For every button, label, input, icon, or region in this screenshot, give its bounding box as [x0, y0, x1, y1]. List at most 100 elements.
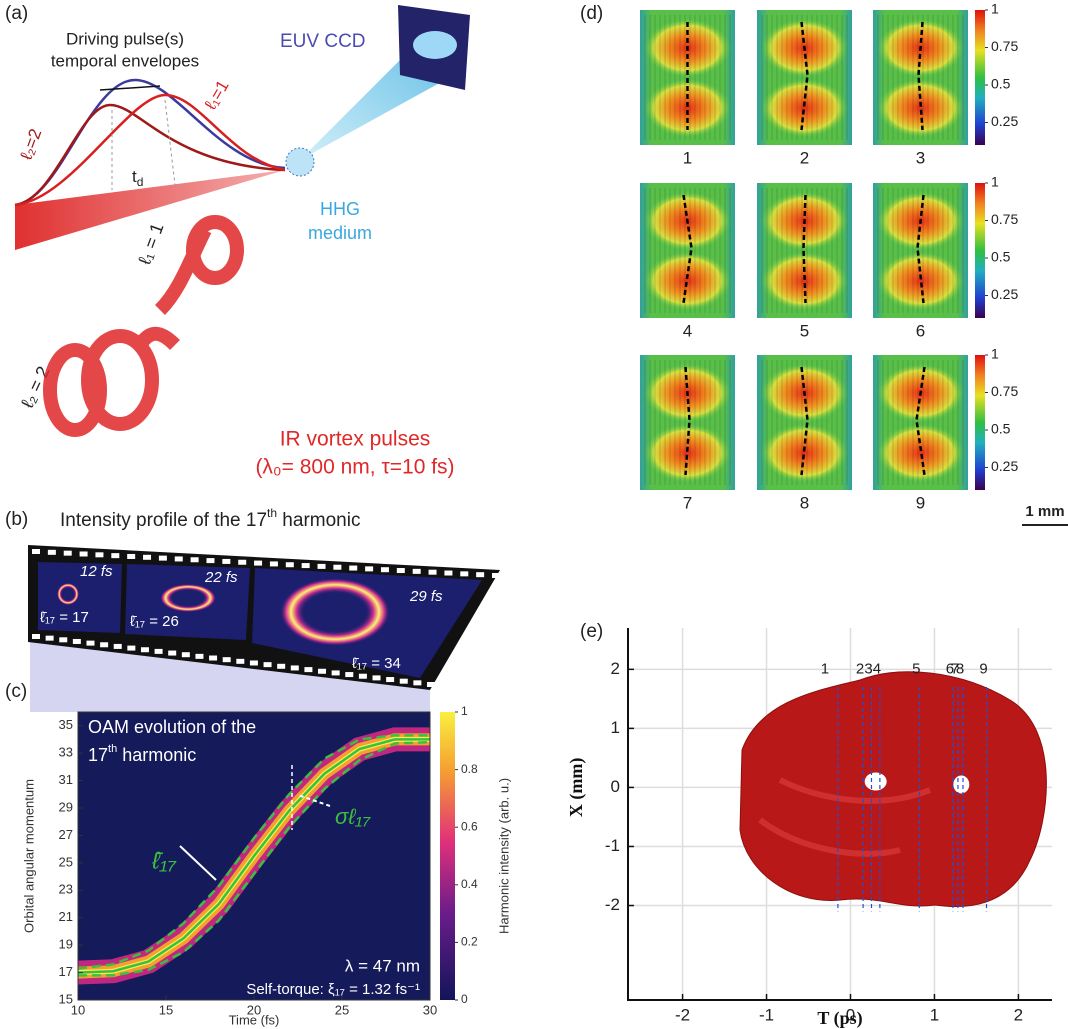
sprocket-hole	[223, 657, 231, 662]
sprocket-hole	[349, 566, 357, 571]
sprocket-hole	[114, 644, 122, 649]
y-tick-label: -2	[605, 895, 620, 914]
beam-image	[873, 183, 968, 318]
annotation: ℓ₂=2	[16, 126, 45, 163]
panel-label: (b)	[5, 509, 28, 530]
colorbar-tick-label: 1	[991, 346, 999, 362]
x-tick-label: -1	[759, 1005, 774, 1024]
sprocket-hole	[413, 680, 421, 685]
sprocket-hole	[95, 552, 103, 557]
sprocket-hole	[32, 549, 40, 554]
sprocket-hole	[127, 646, 135, 651]
sprocket-hole	[460, 571, 468, 576]
sprocket-hole	[80, 551, 88, 556]
colorbar-tick-label: 1	[461, 704, 468, 718]
sprocket-hole	[155, 649, 163, 654]
x-tick-label: 2	[1014, 1005, 1023, 1024]
annotation: EUV CCD	[280, 31, 366, 52]
surface-hole	[865, 773, 887, 791]
y-tick-label: 21	[59, 909, 73, 924]
surface-hole	[953, 775, 969, 793]
annotation: OAM evolution of the	[88, 717, 256, 737]
sprocket-hole	[59, 637, 67, 642]
sprocket-hole	[386, 677, 394, 682]
frame-oam: ℓ̄₁₇ = 26	[130, 613, 179, 630]
lobe	[644, 251, 732, 311]
sprocket-hole	[264, 662, 272, 667]
sprocket-hole	[318, 669, 326, 674]
slice-label: 4	[873, 660, 881, 677]
y-tick-label: 17	[59, 964, 73, 979]
gas-jet	[286, 148, 314, 176]
sprocket-hole	[492, 573, 500, 578]
y-tick-label: 2	[611, 659, 620, 678]
sprocket-hole	[429, 570, 437, 575]
annotation: (λ₀= 800 nm, τ=10 fs)	[255, 456, 454, 479]
sprocket-hole	[209, 656, 217, 661]
title-part: harmonic	[277, 510, 360, 531]
wavepacket-surface	[740, 672, 1046, 907]
x-tick-label: 30	[423, 1002, 437, 1017]
annotation: temporal envelopes	[51, 51, 199, 70]
oam-ring	[280, 578, 390, 646]
y-tick-label: -1	[605, 836, 620, 855]
y-axis-label: Orbital angular momentum	[21, 779, 36, 933]
sprocket-hole	[46, 636, 54, 641]
y-axis-label: X (mm)	[566, 758, 587, 817]
y-tick-label: 23	[59, 882, 73, 897]
sprocket-hole	[359, 674, 367, 679]
colorbar-tick-label: 0.8	[461, 762, 478, 776]
sprocket-hole	[48, 550, 56, 555]
panel-label: (c)	[5, 681, 27, 702]
sprocket-hole	[206, 558, 214, 563]
y-tick-label: 35	[59, 717, 73, 732]
frame-time: 22 fs	[204, 569, 238, 586]
y-tick-label: 15	[59, 991, 73, 1006]
sprocket-hole	[286, 562, 294, 567]
sprocket-hole	[86, 641, 94, 646]
beam-image	[873, 10, 968, 145]
annotation: Intensity profile of the 17th harmonic	[60, 506, 360, 531]
colorbar-tick-label: 0.5	[991, 76, 1011, 92]
y-tick-label: 0	[611, 777, 620, 796]
sprocket-hole	[175, 556, 183, 561]
image-label: 8	[800, 493, 809, 512]
slice-label: 2	[856, 660, 864, 677]
sprocket-hole	[365, 566, 373, 571]
slice-label: 8	[956, 660, 964, 677]
title-part: th	[267, 506, 277, 520]
ccd-spot	[413, 31, 457, 59]
sprocket-hole	[236, 659, 244, 664]
guide	[165, 100, 175, 185]
y-tick-label: 29	[59, 799, 73, 814]
sprocket-hole	[400, 679, 408, 684]
colorbar-tick-label: 0.25	[991, 113, 1018, 129]
image-label: 4	[683, 321, 692, 340]
sprocket-hole	[195, 654, 203, 659]
sprocket-hole	[476, 572, 484, 577]
colorbar	[975, 10, 985, 145]
sprocket-hole	[64, 551, 72, 556]
panel-e: (e) -2-1012-2-1012123456789T (ps)X (mm)	[566, 621, 1052, 1029]
beam-image	[757, 10, 852, 145]
sprocket-hole	[191, 557, 199, 562]
image-label: 9	[916, 493, 925, 512]
sprocket-hole	[159, 556, 167, 561]
annotation: Driving pulse(s)	[66, 29, 184, 48]
beam-image	[640, 183, 735, 318]
image-label: 7	[683, 493, 692, 512]
beam-image	[873, 355, 968, 490]
colorbar-tick-label: 0.25	[991, 286, 1018, 302]
colorbar	[975, 183, 985, 318]
colorbar-tick-label: 0.75	[991, 211, 1018, 227]
annotation: HHG	[320, 199, 360, 219]
sprocket-hole	[332, 670, 340, 675]
delay-arrow	[100, 86, 160, 90]
colorbar	[975, 355, 985, 490]
colorbar-tick-label: 0.6	[461, 819, 478, 833]
sprocket-hole	[222, 559, 230, 564]
lobe	[877, 423, 965, 483]
colorbar-tick-label: 0.5	[991, 249, 1011, 265]
sprocket-hole	[304, 667, 312, 672]
x-tick-label: -2	[675, 1005, 690, 1024]
